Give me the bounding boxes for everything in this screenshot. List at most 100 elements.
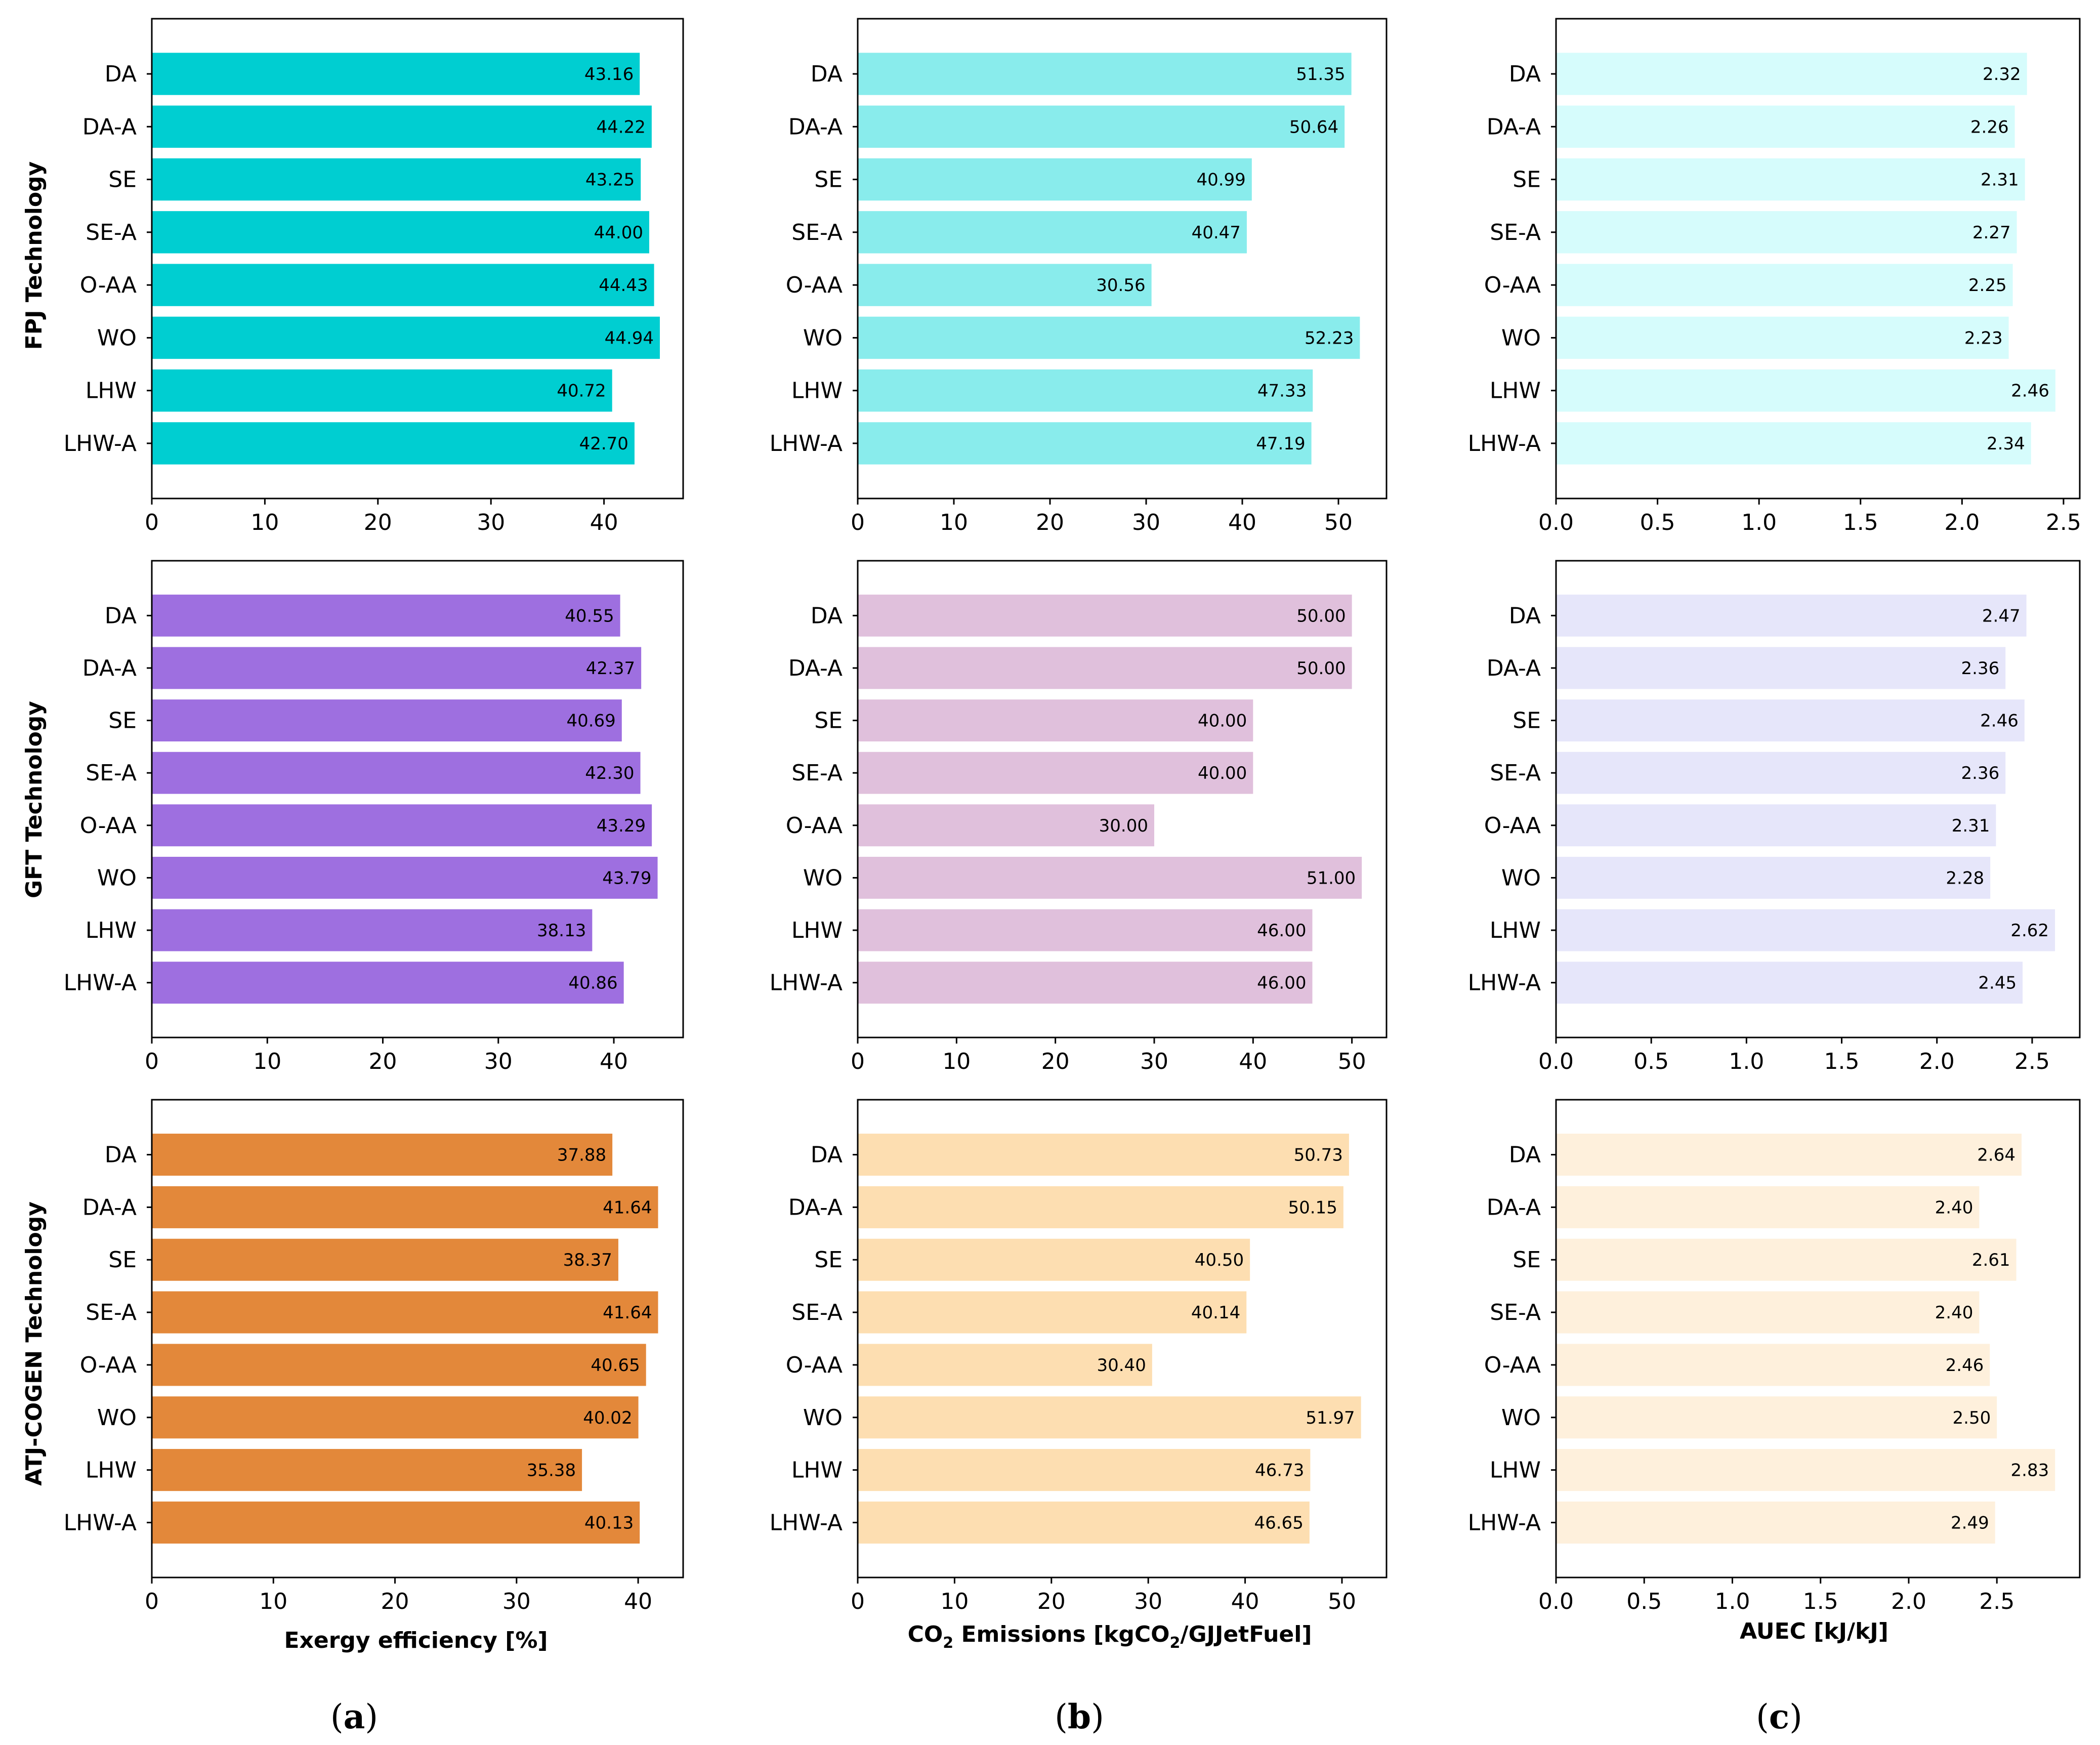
axes-frame-fpj-auec (1555, 18, 2081, 500)
value-label-gft-auec-se-a: 2.36 (1961, 763, 2000, 783)
value-label-atj-co2-lhw: 46.73 (1255, 1461, 1304, 1481)
xlabel-exergy: Exergy efficiency [%] (284, 1628, 548, 1653)
bar-atj-co2-wo (858, 1396, 1361, 1439)
category-label-atj-co2-se: SE (814, 1247, 843, 1273)
category-label-fpj-auec-se-a: SE-A (1490, 220, 1541, 245)
category-label-fpj-exergy-se: SE (108, 167, 137, 193)
bar-gft-co2-lhw-a (858, 962, 1313, 1004)
bar-atj-co2-o-aa (858, 1344, 1152, 1386)
bar-gft-exergy-lhw-a (152, 962, 624, 1004)
chart-gft-exergy: 40.55 DA 42.37 DA-A 40.69 SE 42.30 SE-A 43.29 O-A… (64, 560, 684, 1074)
bar-gft-auec-o-aa (1556, 804, 1996, 847)
bar-fpj-exergy-o-aa (152, 264, 654, 306)
category-label-gft-exergy-da: DA (105, 603, 137, 629)
bar-atj-exergy-da-a (152, 1186, 658, 1228)
value-label-atj-exergy-se-a: 41.64 (603, 1303, 652, 1323)
bar-fpj-auec-lhw-a (1556, 422, 2031, 465)
xtick-label-fpj-co2: 10 (940, 510, 968, 535)
row-title-gft: GFT Technology (21, 701, 47, 898)
category-label-atj-auec-lhw: LHW (1490, 1458, 1541, 1483)
value-label-fpj-co2-wo: 52.23 (1305, 328, 1354, 348)
bar-gft-exergy-se-a (152, 752, 641, 794)
bar-fpj-exergy-se-a (152, 211, 649, 254)
category-label-gft-co2-da: DA (811, 603, 843, 629)
category-label-fpj-exergy-lhw-a: LHW-A (64, 431, 137, 456)
xtick-label-fpj-exergy: 30 (477, 510, 505, 535)
xtick-label-gft-co2: 30 (1140, 1049, 1168, 1074)
value-label-fpj-co2-lhw: 47.33 (1257, 381, 1307, 401)
bar-atj-auec-lhw-a (1556, 1501, 1995, 1544)
category-label-gft-co2-se: SE (814, 708, 843, 734)
category-label-fpj-exergy-da: DA (105, 61, 137, 87)
bar-atj-auec-lhw (1556, 1449, 2055, 1491)
value-label-atj-co2-o-aa: 30.40 (1097, 1355, 1146, 1376)
bar-atj-auec-da-a (1556, 1186, 1980, 1228)
value-label-fpj-exergy-wo: 44.94 (605, 328, 654, 348)
bar-atj-co2-lhw (858, 1449, 1311, 1491)
bar-atj-exergy-o-aa (152, 1344, 646, 1386)
panel-letter-c: (c) (1756, 1697, 1802, 1736)
category-label-atj-exergy-se: SE (108, 1247, 137, 1273)
value-label-fpj-co2-se-a: 40.47 (1192, 223, 1241, 243)
bar-fpj-auec-se (1556, 158, 2025, 201)
xtick-label-atj-co2: 30 (1134, 1589, 1162, 1614)
bar-fpj-auec-wo (1556, 316, 2009, 359)
value-label-fpj-exergy-da: 43.16 (584, 64, 634, 85)
value-label-gft-exergy-se: 40.69 (566, 711, 615, 731)
xtick-label-atj-co2: 0 (851, 1589, 865, 1614)
bar-atj-exergy-da (152, 1134, 613, 1176)
value-label-gft-exergy-lhw-a: 40.86 (568, 973, 617, 993)
xtick-label-fpj-exergy: 20 (364, 510, 392, 535)
bar-fpj-auec-da (1556, 53, 2027, 95)
value-label-atj-auec-da: 2.64 (1977, 1145, 2015, 1166)
bar-gft-exergy-da-a (152, 647, 642, 689)
category-label-atj-exergy-da: DA (105, 1142, 137, 1168)
xtick-label-atj-co2: 20 (1037, 1589, 1066, 1614)
value-label-atj-co2-da: 50.73 (1294, 1145, 1343, 1166)
xtick-label-atj-exergy: 20 (381, 1589, 409, 1614)
row-title-atj: ATJ-COGEN Technology (21, 1201, 47, 1486)
xtick-label-gft-exergy: 20 (369, 1049, 397, 1074)
xtick-label-atj-co2: 10 (940, 1589, 969, 1614)
bar-atj-exergy-se-a (152, 1291, 658, 1334)
bar-fpj-exergy-se (152, 158, 641, 201)
axes-frame-atj-auec (1555, 1099, 2081, 1578)
bar-atj-auec-da (1556, 1134, 2022, 1176)
category-label-atj-co2-lhw: LHW (791, 1458, 843, 1483)
bar-gft-exergy-o-aa (152, 804, 652, 847)
bar-fpj-auec-se-a (1556, 211, 2017, 254)
xtick-label-atj-exergy: 10 (259, 1589, 287, 1614)
category-label-gft-exergy-se: SE (108, 708, 137, 734)
axes-frame-gft-auec (1555, 560, 2081, 1038)
xtick-label-atj-auec: 0.5 (1626, 1589, 1662, 1614)
category-label-fpj-exergy-o-aa: O-AA (80, 272, 137, 298)
bar-gft-auec-da (1556, 594, 2027, 637)
bar-atj-co2-se (858, 1238, 1250, 1281)
xtick-label-gft-auec: 2.0 (1919, 1049, 1955, 1074)
category-label-gft-exergy-da-a: DA-A (82, 655, 137, 681)
value-label-gft-auec-lhw: 2.62 (2010, 921, 2049, 941)
category-label-fpj-co2-se: SE (814, 167, 843, 193)
value-label-atj-auec-lhw-a: 2.49 (1951, 1513, 1989, 1533)
value-label-gft-exergy-se-a: 42.30 (585, 763, 634, 783)
category-label-gft-co2-wo: WO (803, 865, 843, 891)
value-label-gft-auec-se: 2.46 (1980, 711, 2019, 731)
xtick-label-gft-exergy: 10 (253, 1049, 281, 1074)
bar-fpj-exergy-da (152, 53, 640, 95)
xtick-label-atj-co2: 40 (1231, 1589, 1259, 1614)
category-label-atj-auec-o-aa: O-AA (1484, 1352, 1541, 1378)
value-label-fpj-auec-o-aa: 2.25 (1968, 275, 2007, 296)
bar-gft-auec-lhw-a (1556, 962, 2023, 1004)
value-label-atj-exergy-se: 38.37 (563, 1250, 612, 1270)
xtick-label-fpj-auec: 1.0 (1741, 510, 1777, 535)
category-label-fpj-co2-wo: WO (803, 325, 843, 351)
value-label-atj-exergy-o-aa: 40.65 (591, 1355, 640, 1376)
axes-frame-fpj-exergy (151, 18, 684, 500)
value-label-gft-co2-da: 50.00 (1296, 606, 1346, 626)
category-label-fpj-co2-lhw: LHW (791, 378, 843, 404)
value-label-atj-auec-o-aa: 2.46 (1946, 1355, 1984, 1376)
value-label-fpj-auec-se-a: 2.27 (1972, 223, 2011, 243)
bar-fpj-auec-da-a (1556, 105, 2015, 148)
category-label-atj-co2-se-a: SE-A (791, 1300, 843, 1325)
category-label-atj-exergy-lhw: LHW (86, 1458, 137, 1483)
